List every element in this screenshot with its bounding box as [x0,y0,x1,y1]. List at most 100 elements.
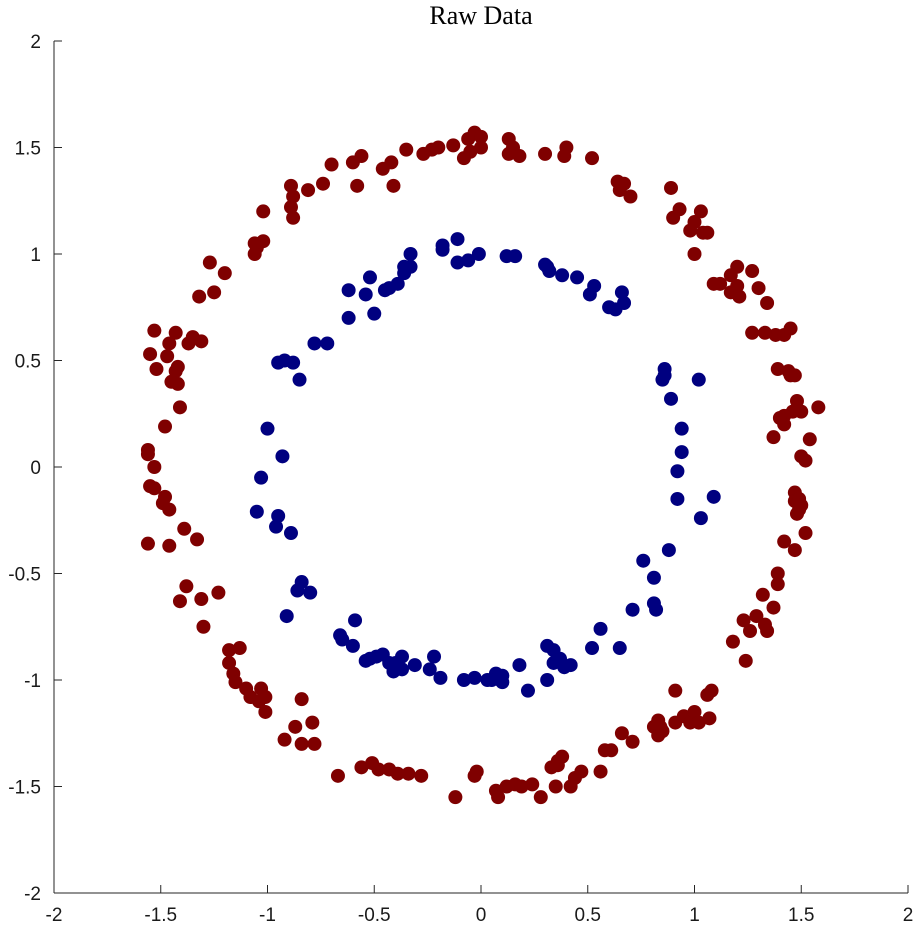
data-point [348,613,363,628]
data-point [467,768,482,783]
data-point [395,662,410,677]
y-tick-label: -0.5 [8,565,41,586]
data-point [403,247,418,261]
data-point [286,189,301,204]
data-point [471,247,486,261]
data-point [330,768,345,783]
y-tick-label: -1.5 [8,778,41,799]
data-point [294,692,309,707]
x-tick-label: -1 [259,905,276,926]
data-point [625,734,640,749]
data-point [450,232,465,247]
data-point [574,764,589,779]
data-point [358,653,373,668]
data-point [461,253,476,268]
data-point [147,323,162,338]
x-tick-label: 1.5 [788,905,814,926]
data-point [354,760,369,775]
axes: -2 -1.5 -1 -0.5 0 0.5 1 1.5 2 -2 -1.5 -1 -0.5 0 0.5 1 1.… [8,32,913,926]
data-point [749,609,764,624]
data-point [375,161,390,176]
data-point [162,538,177,553]
data-point [158,419,173,434]
data-point [377,283,392,298]
data-point [725,634,740,649]
data-point [612,641,627,656]
data-point [557,149,572,164]
data-point [657,362,672,377]
data-point [401,766,416,781]
data-point [207,285,222,300]
x-tick-label: 0 [476,905,487,926]
data-point [407,658,422,673]
x-tick-label: -2 [46,905,63,926]
data-point [350,178,365,193]
data-point [162,336,177,351]
data-point [288,719,303,734]
data-point [674,421,689,436]
data-point [324,157,339,172]
data-point [194,592,209,607]
data-point [693,511,708,526]
data-point [693,204,708,219]
data-point [446,138,461,153]
data-point [275,449,290,464]
data-point [228,675,243,690]
data-point [723,268,738,283]
data-point [670,464,685,479]
data-point [593,621,608,636]
data-point [474,129,488,144]
data-point [555,749,570,764]
data-point [424,142,439,157]
data-point [691,715,706,730]
data-point [570,270,585,285]
chart-title: Raw Data [429,1,533,30]
data-point [177,521,192,536]
y-tick-label: 1 [30,245,41,266]
data-point [283,178,298,193]
data-point [770,566,785,581]
data-point [789,393,804,408]
data-point [542,264,557,279]
data-point [525,777,540,792]
data-point [371,762,386,777]
data-point [664,180,679,195]
data-point [646,570,661,585]
data-point [625,602,640,617]
data-point [194,334,209,349]
data-point [702,711,717,726]
data-point [222,655,237,670]
data-point [414,768,429,783]
y-tick-label: 0 [30,458,41,479]
data-point [277,732,292,747]
data-point [386,178,401,193]
data-point [736,613,751,628]
data-point [766,600,781,615]
data-point [674,445,689,460]
data-point [770,362,785,377]
y-tick-label: -1 [24,671,41,692]
data-point [292,372,307,387]
data-point [700,225,715,240]
data-point [422,662,437,677]
data-point [777,534,792,549]
data-point [772,411,787,426]
y-tick-label: 2 [30,32,41,53]
data-point [636,553,651,568]
data-point [563,658,578,673]
data-point [283,200,298,215]
data-point [345,638,360,653]
data-point [290,583,305,598]
data-point [623,189,638,204]
data-point [533,790,548,805]
series-1 [140,125,826,805]
data-point [362,270,377,285]
y-tick-label: 0.5 [15,352,41,373]
data-point [433,670,448,685]
data-point [254,470,269,485]
data-point [427,649,442,664]
data-point [258,704,273,719]
data-point [783,321,798,336]
data-point [162,502,177,517]
